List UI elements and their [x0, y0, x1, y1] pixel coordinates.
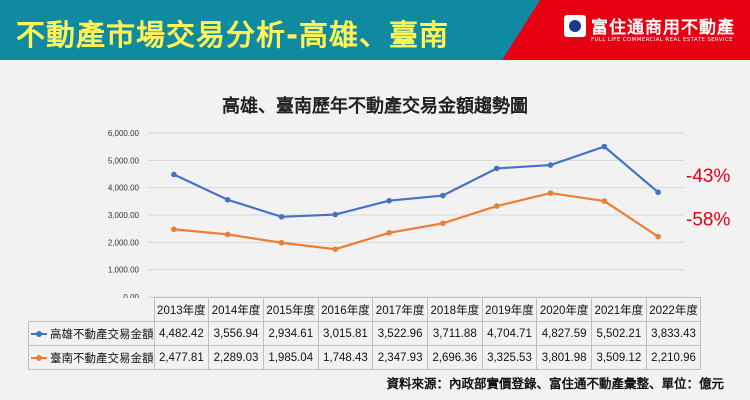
- table-row: 高雄不動產交易金額 4,482.42 3,556.94 2,934.61 3,015.…: [28, 321, 702, 346]
- table-cell: 4,704.71: [481, 321, 538, 346]
- header-banner: 不動產市場交易分析-高雄、臺南 富住通商用不動產 FULL LIFE COMME…: [0, 0, 750, 60]
- table-cell: 3,015.81: [317, 321, 374, 346]
- table-cell: 3,833.43: [645, 321, 702, 346]
- company-logo: 富住通商用不動產 FULL LIFE COMMERCIAL REAL ESTAT…: [564, 13, 740, 51]
- data-point: [386, 197, 392, 204]
- table-category-header: 2017年度: [372, 297, 428, 322]
- data-point: [655, 189, 661, 196]
- data-point: [440, 220, 446, 227]
- data-point: [224, 196, 231, 203]
- logo-name: 富住通商用不動產: [591, 18, 735, 38]
- data-point: [386, 230, 392, 236]
- table-cell: 5,502.21: [591, 321, 647, 346]
- table-category-header: 2021年度: [591, 297, 647, 322]
- legend-key-icon: [31, 331, 47, 338]
- data-point: [278, 239, 285, 246]
- data-point: [440, 192, 446, 199]
- table-category-header: 2019年度: [481, 297, 538, 322]
- chart-title: 高雄、臺南歷年不動產交易金額趨勢圖: [222, 96, 528, 117]
- data-table: 2013年度 2014年度 2015年度 2016年度 2017年度 2018年度 2019…: [28, 297, 702, 370]
- data-point: [601, 198, 608, 204]
- data-point: [547, 190, 554, 196]
- data-point: [171, 171, 177, 178]
- table-cell: 4,827.59: [536, 321, 592, 346]
- table-cell: 4,482.42: [153, 321, 210, 346]
- data-point: [224, 231, 231, 238]
- data-point: [601, 143, 608, 150]
- data-point: [332, 246, 339, 253]
- data-point: [655, 233, 661, 240]
- table-cell: 2,289.03: [208, 345, 264, 370]
- series-name: 高雄不動產交易金額: [50, 328, 154, 341]
- table-header-row: 2013年度 2014年度 2015年度 2016年度 2017年度 2018年度 2019…: [28, 297, 702, 322]
- table-cell: 2,477.81: [153, 345, 210, 370]
- table-category-header: 2013年度: [153, 297, 210, 322]
- y-tick-label: 2,000.00: [108, 238, 140, 247]
- table-cell: 3,522.96: [372, 321, 428, 346]
- data-point: [493, 165, 500, 172]
- table-category-header: 2015年度: [262, 297, 319, 322]
- y-tick-label: 1,000.00: [108, 266, 140, 275]
- data-point: [493, 203, 500, 209]
- series-line: [173, 191, 659, 251]
- data-point: [547, 162, 554, 168]
- table-series-label: 臺南不動產交易金額: [28, 345, 155, 370]
- data-point: [171, 226, 177, 233]
- table-cell: 2,210.96: [645, 345, 702, 370]
- table-cell: 1,985.04: [262, 345, 319, 370]
- table-corner: [28, 297, 154, 322]
- legend-key-icon: [31, 355, 47, 362]
- table-cell: 3,325.53: [481, 345, 538, 370]
- table-row: 臺南不動產交易金額 2,477.81 2,289.03 1,985.04 1,748.…: [28, 345, 702, 370]
- page-title: 不動產市場交易分析-高雄、臺南: [16, 18, 450, 52]
- table-series-label: 高雄不動產交易金額: [28, 321, 155, 346]
- y-tick-label: 4,000.00: [108, 184, 140, 193]
- table-category-header: 2022年度: [645, 297, 702, 322]
- header-title-panel: [0, 0, 540, 60]
- table-cell: 2,934.61: [262, 321, 319, 346]
- source-note: 資料來源：內政部實價登錄、富住通不動產彙整、單位：億元: [386, 376, 724, 391]
- table-cell: 1,748.43: [317, 345, 374, 370]
- change-annotation: -58%: [686, 210, 730, 231]
- series-line: [173, 145, 659, 218]
- series-name: 臺南不動產交易金額: [50, 352, 154, 365]
- table-cell: 3,509.12: [591, 345, 647, 370]
- y-tick-label: 3,000.00: [108, 211, 140, 220]
- table-category-header: 2020年度: [536, 297, 592, 322]
- table-category-header: 2018年度: [426, 297, 483, 322]
- data-point: [332, 211, 339, 218]
- table-category-header: 2014年度: [208, 297, 264, 322]
- y-tick-label: 5,000.00: [108, 156, 140, 165]
- y-tick-label: 6,000.00: [108, 129, 140, 138]
- table-cell: 2,696.36: [426, 345, 483, 370]
- change-annotation: -43%: [686, 166, 730, 187]
- table-cell: 3,801.98: [536, 345, 592, 370]
- table-cell: 2,347.93: [372, 345, 428, 370]
- data-point: [278, 213, 285, 220]
- table-cell: 3,556.94: [208, 321, 264, 346]
- logo-icon: [564, 15, 586, 37]
- table-category-header: 2016年度: [317, 297, 374, 322]
- table-cell: 3,711.88: [426, 321, 483, 346]
- logo-subtitle: FULL LIFE COMMERCIAL REAL ESTATE SERVICE: [591, 37, 733, 43]
